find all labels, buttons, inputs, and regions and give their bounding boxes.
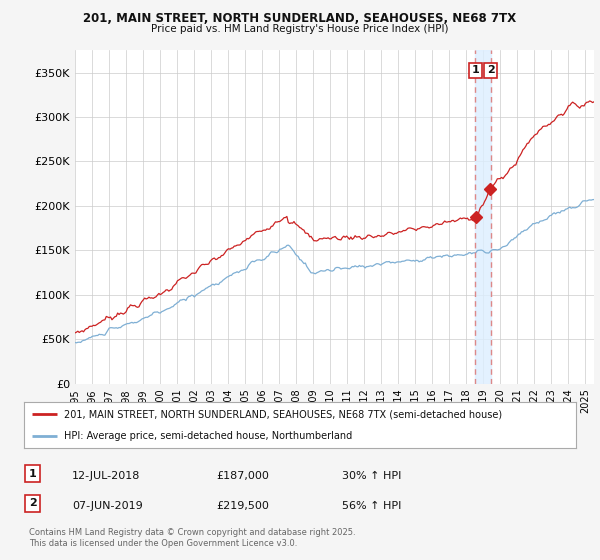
Text: 56% ↑ HPI: 56% ↑ HPI [342,501,401,511]
Text: Contains HM Land Registry data © Crown copyright and database right 2025.
This d: Contains HM Land Registry data © Crown c… [29,528,355,548]
Text: Price paid vs. HM Land Registry's House Price Index (HPI): Price paid vs. HM Land Registry's House … [151,24,449,34]
Text: 201, MAIN STREET, NORTH SUNDERLAND, SEAHOUSES, NE68 7TX (semi-detached house): 201, MAIN STREET, NORTH SUNDERLAND, SEAH… [64,409,502,419]
Text: £187,000: £187,000 [216,471,269,481]
Text: 1: 1 [29,469,37,479]
Text: 12-JUL-2018: 12-JUL-2018 [72,471,140,481]
Text: 30% ↑ HPI: 30% ↑ HPI [342,471,401,481]
Text: 2: 2 [29,498,37,508]
Text: 2: 2 [487,66,494,76]
Text: 07-JUN-2019: 07-JUN-2019 [72,501,143,511]
Text: 1: 1 [472,66,479,76]
Text: 201, MAIN STREET, NORTH SUNDERLAND, SEAHOUSES, NE68 7TX: 201, MAIN STREET, NORTH SUNDERLAND, SEAH… [83,12,517,25]
Text: HPI: Average price, semi-detached house, Northumberland: HPI: Average price, semi-detached house,… [64,431,352,441]
Bar [475,50,491,384]
Text: £219,500: £219,500 [216,501,269,511]
